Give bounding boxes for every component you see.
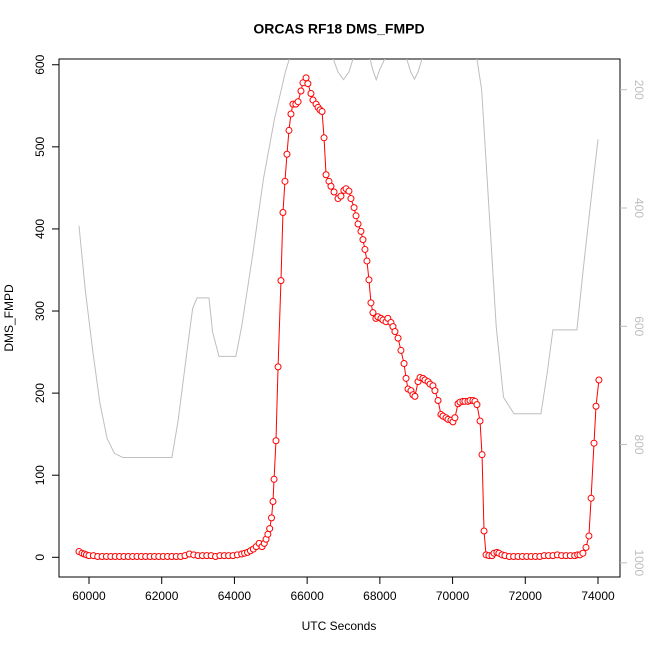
data-point [345, 187, 353, 195]
data-point [285, 126, 293, 134]
data-point [294, 98, 302, 106]
data-point [451, 414, 459, 422]
series-line [78, 59, 599, 459]
data-point [302, 74, 310, 82]
series-line [78, 76, 600, 557]
data-point [269, 497, 277, 505]
data-point [585, 532, 593, 540]
data-point [337, 192, 345, 200]
data-point [411, 392, 419, 400]
data-point [365, 276, 373, 284]
data-point [476, 417, 484, 425]
data-point [272, 437, 280, 445]
data-point [277, 277, 285, 285]
data-point [318, 108, 326, 116]
y-tick-label: 200 [33, 383, 47, 403]
data-point [347, 195, 355, 203]
data-point [354, 220, 362, 228]
x-tick-label: 72000 [509, 589, 543, 603]
data-point [397, 346, 405, 354]
data-point [431, 387, 439, 395]
data-point [590, 439, 598, 447]
data-point [400, 360, 408, 368]
data-point [402, 374, 410, 382]
data-point [350, 204, 358, 212]
data-point [287, 110, 295, 118]
data-point [363, 257, 371, 265]
y-tick-label: 0 [33, 554, 47, 561]
y-axis-label: DMS_FMPD [2, 284, 16, 352]
data-point [274, 363, 282, 371]
data-point [357, 227, 365, 235]
data-point [307, 89, 315, 97]
y-tick-label: 400 [33, 219, 47, 239]
y-tick-label: 500 [33, 137, 47, 157]
data-point [264, 530, 272, 538]
x-tick-label: 70000 [436, 589, 470, 603]
data-point [478, 451, 486, 459]
data-point [579, 549, 587, 557]
data-point [322, 171, 330, 179]
y2-tick-label: 600 [632, 316, 646, 336]
data-point [281, 177, 289, 185]
y-tick-label: 100 [33, 465, 47, 485]
data-point [327, 182, 335, 190]
plot-area [75, 59, 603, 560]
x-tick-label: 60000 [72, 589, 106, 603]
x-axis-label: UTC Seconds [302, 619, 377, 633]
data-point [320, 134, 328, 142]
data-point [270, 475, 278, 483]
data-point [434, 397, 442, 405]
data-point [268, 514, 276, 522]
x-tick-label: 64000 [218, 589, 252, 603]
data-point [394, 334, 402, 342]
y-tick-label: 300 [33, 301, 47, 321]
chart-title: ORCAS RF18 DMS_FMPD [253, 21, 424, 37]
data-point [352, 212, 360, 220]
data-point [582, 543, 590, 551]
y-tick-label: 600 [33, 54, 47, 74]
data-point [304, 80, 312, 88]
plot-frame [58, 58, 621, 578]
data-point [283, 150, 291, 158]
data-point [367, 299, 375, 307]
x-tick-label: 68000 [363, 589, 397, 603]
data-point [279, 209, 287, 217]
data-point [369, 309, 377, 317]
x-tick-label: 66000 [290, 589, 324, 603]
data-point [473, 401, 481, 409]
data-point [391, 328, 399, 336]
y2-tick-label: 1000 [632, 549, 646, 576]
data-point [592, 402, 600, 410]
y2-tick-label: 200 [632, 80, 646, 100]
data-point [361, 245, 369, 253]
data-point [297, 87, 305, 95]
x-tick-label: 62000 [145, 589, 179, 603]
data-point [480, 527, 488, 535]
data-point [266, 525, 274, 533]
y2-tick-label: 400 [632, 198, 646, 218]
data-point [359, 236, 367, 244]
data-point [330, 188, 338, 196]
y2-tick-label: 800 [632, 435, 646, 455]
data-point [587, 494, 595, 502]
x-tick-label: 74000 [581, 589, 615, 603]
data-point [595, 376, 603, 384]
